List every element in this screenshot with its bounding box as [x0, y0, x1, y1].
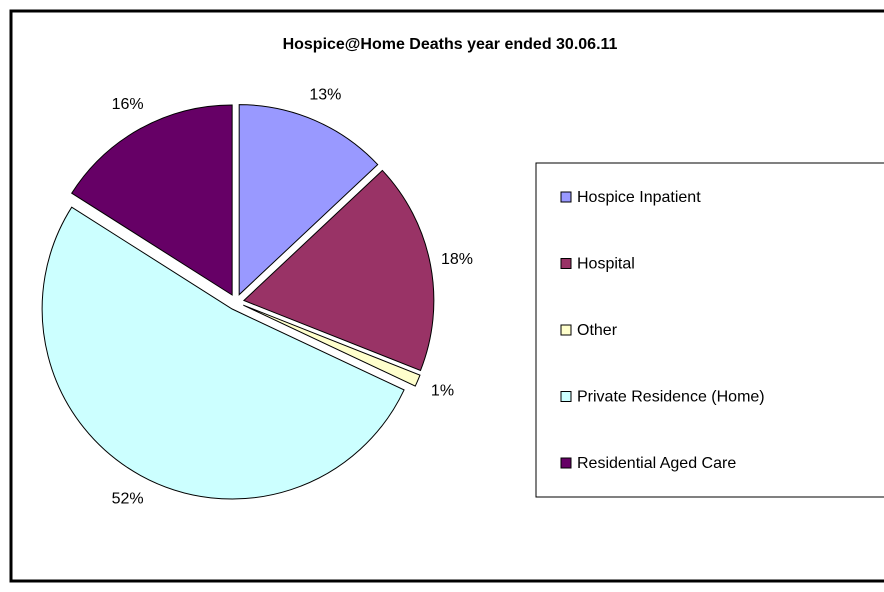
legend-label: Hospital [577, 256, 635, 273]
chart-title: Hospice@Home Deaths year ended 30.06.11 [283, 36, 618, 53]
data-label: 1% [431, 383, 454, 400]
pie-slice [41, 206, 405, 500]
legend-box [535, 162, 884, 498]
legend-swatch [560, 391, 572, 402]
legend-label: Other [577, 322, 618, 339]
legend-label: Hospice Inpatient [577, 189, 701, 206]
pie-slice [71, 104, 233, 296]
legend-label: Private Residence (Home) [577, 389, 765, 406]
data-label: 18% [441, 251, 473, 268]
data-label: 16% [112, 96, 144, 113]
pie-slice [243, 304, 421, 387]
legend-swatch [560, 191, 572, 203]
legend-swatch [560, 258, 572, 269]
data-label: 52% [112, 490, 144, 507]
pie-slice [242, 169, 435, 372]
legend-label: Residential Aged Care [577, 455, 736, 472]
legend-swatch [560, 457, 572, 469]
legend-swatch [560, 324, 572, 336]
data-label: 13% [309, 87, 341, 104]
pie-slice [238, 104, 379, 296]
